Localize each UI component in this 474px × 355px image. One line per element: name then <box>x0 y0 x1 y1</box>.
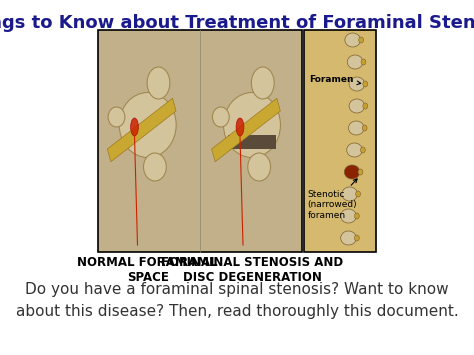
Ellipse shape <box>348 121 364 135</box>
Text: FORAMINAL STENOSIS AND
DISC DEGENERATION: FORAMINAL STENOSIS AND DISC DEGENERATION <box>161 256 343 284</box>
Ellipse shape <box>359 37 364 43</box>
Ellipse shape <box>356 191 360 197</box>
Ellipse shape <box>363 103 368 109</box>
Ellipse shape <box>363 81 368 87</box>
Ellipse shape <box>341 231 356 245</box>
Ellipse shape <box>355 213 359 219</box>
Ellipse shape <box>236 118 244 136</box>
Ellipse shape <box>346 143 362 157</box>
Bar <box>303 30 376 252</box>
Ellipse shape <box>344 165 360 179</box>
Ellipse shape <box>361 59 366 65</box>
Ellipse shape <box>349 77 365 91</box>
Polygon shape <box>107 98 176 162</box>
Bar <box>228 135 276 149</box>
Ellipse shape <box>108 107 125 127</box>
Text: Things to Know about Treatment of Foraminal Stenosis: Things to Know about Treatment of Forami… <box>0 14 474 32</box>
Ellipse shape <box>342 187 357 201</box>
Ellipse shape <box>147 67 170 99</box>
Ellipse shape <box>251 67 274 99</box>
Ellipse shape <box>360 147 365 153</box>
Ellipse shape <box>144 153 166 181</box>
Ellipse shape <box>347 55 363 69</box>
Text: Foramen: Foramen <box>310 75 361 84</box>
Polygon shape <box>211 98 280 162</box>
Ellipse shape <box>345 33 360 47</box>
Ellipse shape <box>358 169 363 175</box>
Bar <box>98 30 302 252</box>
Ellipse shape <box>248 153 271 181</box>
Ellipse shape <box>362 125 367 131</box>
Text: Stenotic
(narrowed)
foramen: Stenotic (narrowed) foramen <box>308 179 357 220</box>
Ellipse shape <box>355 235 359 241</box>
Ellipse shape <box>131 118 138 136</box>
Ellipse shape <box>349 99 365 113</box>
Ellipse shape <box>212 107 229 127</box>
Text: NORMAL FORAMINAL
SPACE: NORMAL FORAMINAL SPACE <box>77 256 218 284</box>
Text: Do you have a foraminal spinal stenosis? Want to know
about this disease? Then, : Do you have a foraminal spinal stenosis?… <box>16 282 458 319</box>
Ellipse shape <box>341 209 356 223</box>
Ellipse shape <box>119 93 176 158</box>
Ellipse shape <box>224 93 281 158</box>
